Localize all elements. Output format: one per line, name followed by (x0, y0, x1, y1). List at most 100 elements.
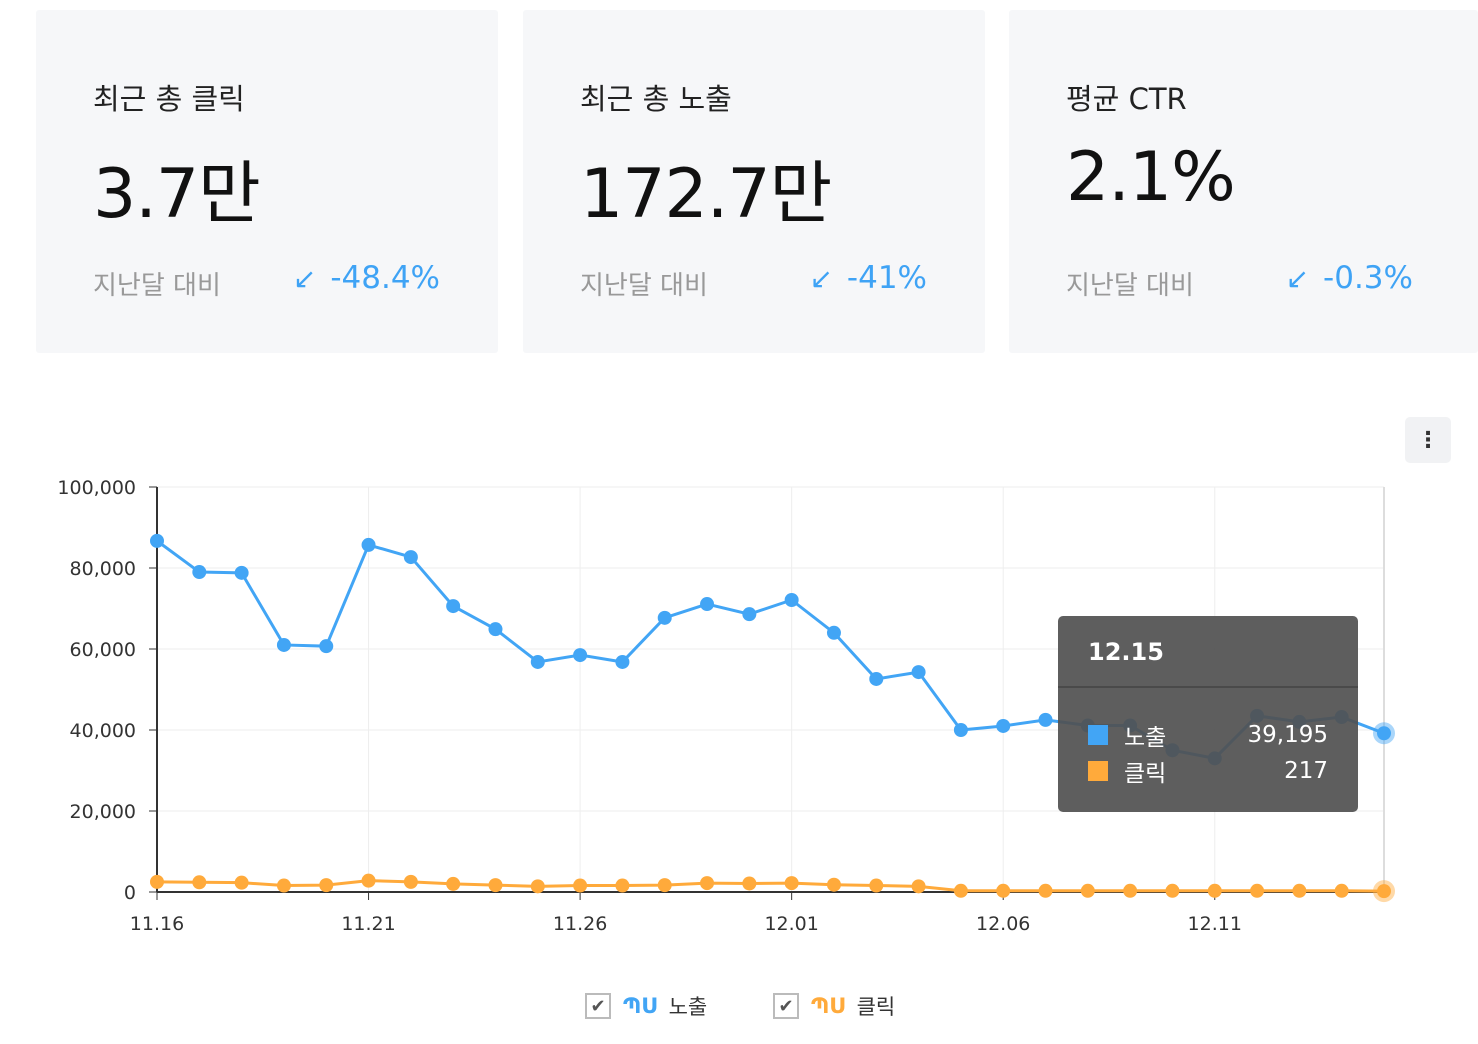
data-point (150, 533, 164, 548)
data-point (530, 879, 545, 894)
data-point (615, 878, 630, 893)
data-point (1080, 883, 1095, 898)
data-point (657, 878, 672, 893)
more-vertical-icon: ⋮ (1417, 427, 1439, 453)
checkbox[interactable]: ✔ (773, 993, 799, 1019)
legend-label: 노출 (668, 995, 708, 1019)
data-point (996, 718, 1011, 733)
data-point (700, 597, 715, 612)
data-point (826, 877, 841, 892)
y-tick-label: 60,000 (70, 639, 136, 661)
data-point (742, 876, 757, 891)
data-point (192, 565, 207, 580)
series-line (156, 879, 1385, 893)
y-tick-label: 100,000 (57, 477, 136, 499)
y-tick-label: 80,000 (70, 558, 136, 580)
data-point (911, 665, 926, 680)
data-point (573, 878, 588, 893)
data-point (446, 599, 461, 614)
data-point (403, 550, 418, 565)
arrow-down-left-icon: ↙ (809, 261, 833, 295)
data-point (784, 592, 799, 607)
data-point (869, 878, 884, 893)
tooltip-divider (1058, 686, 1358, 688)
x-tick-label: 11.16 (130, 913, 184, 935)
x-tick-label: 12.06 (976, 913, 1030, 935)
data-point (488, 878, 503, 893)
data-point (1165, 883, 1180, 898)
data-point (319, 878, 334, 893)
change-value: ↙ -0.3% (1286, 260, 1413, 296)
data-point (530, 654, 545, 669)
change-text: -0.3% (1323, 260, 1413, 296)
tooltip-value: 39,195 (1247, 722, 1328, 748)
card-value: 2.1% (1066, 138, 1236, 217)
data-point (573, 648, 588, 663)
card-ctr: 평균 CTR 2.1% 지난달 대비 ↙ -0.3% (1009, 10, 1478, 353)
change-text: -48.4% (330, 260, 440, 296)
data-point (742, 607, 757, 622)
data-point (996, 883, 1011, 898)
swatch (1088, 725, 1108, 745)
card-clicks: 최근 총 클릭 3.7만 지난달 대비 ↙ -48.4% (36, 10, 498, 353)
change-value: ↙ -48.4% (293, 260, 440, 296)
card-value: 172.7만 (580, 155, 832, 234)
data-point (1334, 883, 1349, 898)
data-point (361, 537, 376, 552)
card-title: 최근 총 노출 (580, 82, 732, 116)
x-tick-label: 12.11 (1188, 913, 1242, 935)
tooltip-label: 노출 (1124, 725, 1167, 751)
change-value: ↙ -41% (809, 260, 927, 296)
data-point (1250, 883, 1265, 898)
compare-label: 지난달 대비 (580, 271, 708, 301)
data-point (700, 876, 715, 891)
legend-label: 클릭 (856, 995, 896, 1019)
data-point (1123, 883, 1138, 898)
data-point (784, 876, 799, 891)
compare-label: 지난달 대비 (1066, 271, 1194, 301)
x-tick-label: 11.26 (553, 913, 607, 935)
data-point (826, 625, 841, 640)
card-title: 최근 총 클릭 (93, 82, 245, 116)
data-point (1038, 883, 1053, 898)
data-point (953, 883, 968, 898)
tooltip-date: 12.15 (1088, 638, 1164, 666)
data-point (1292, 883, 1307, 898)
data-point (869, 671, 884, 686)
data-point (1377, 884, 1391, 899)
data-point (319, 639, 334, 654)
arrow-down-left-icon: ↙ (1285, 261, 1310, 295)
x-tick-label: 12.01 (764, 913, 818, 935)
data-point (657, 610, 672, 625)
data-point (234, 875, 249, 890)
tooltip-label: 클릭 (1124, 761, 1167, 787)
data-point (488, 622, 503, 637)
data-point (361, 873, 376, 888)
line-series-icon: ՊՍ (811, 994, 845, 1018)
card-value: 3.7만 (93, 155, 261, 234)
x-tick-label: 11.21 (341, 913, 395, 935)
data-point (1038, 712, 1053, 727)
y-tick-label: 40,000 (70, 720, 136, 742)
data-point (276, 878, 291, 893)
more-menu-button[interactable]: ⋮ (1405, 417, 1451, 463)
data-point (403, 874, 418, 889)
card-impressions: 최근 총 노출 172.7만 지난달 대비 ↙ -41% (523, 10, 985, 353)
checkbox[interactable]: ✔ (585, 993, 611, 1019)
data-point (1207, 883, 1222, 898)
data-point (911, 879, 926, 894)
data-point (192, 875, 207, 890)
y-tick-label: 20,000 (70, 801, 136, 823)
data-point (615, 654, 630, 669)
legend-item-clicks[interactable]: ✔ ՊՍ 클릭 (773, 991, 895, 1021)
data-point (234, 565, 249, 580)
legend-item-impressions[interactable]: ✔ ՊՍ 노출 (585, 991, 707, 1021)
compare-label: 지난달 대비 (93, 271, 221, 301)
data-point (953, 723, 968, 737)
change-text: -41% (846, 260, 927, 296)
line-series-icon: ՊՍ (623, 994, 657, 1018)
arrow-down-left-icon: ↙ (292, 261, 317, 295)
swatch (1088, 761, 1108, 781)
tooltip: 12.15 노출 39,195 클릭 217 (1058, 616, 1358, 812)
